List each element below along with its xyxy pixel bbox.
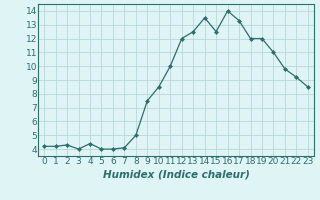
X-axis label: Humidex (Indice chaleur): Humidex (Indice chaleur) — [103, 169, 249, 179]
